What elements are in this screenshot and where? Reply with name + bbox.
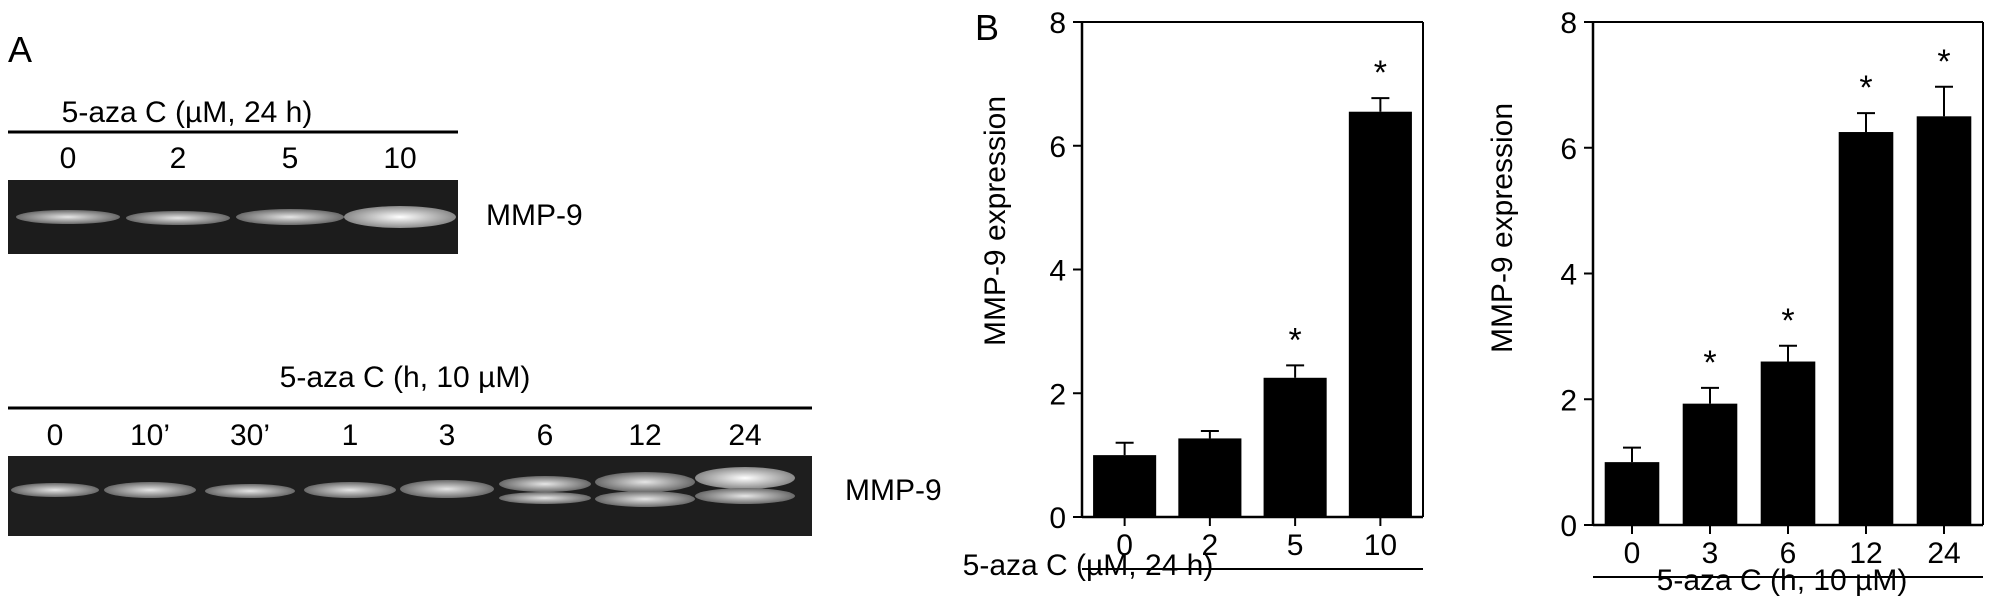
blot-1-band <box>344 206 456 228</box>
chart-2-bar <box>1838 132 1894 525</box>
chart-1-y-tick-label: 0 <box>1049 502 1066 535</box>
panel-b-label: B <box>975 7 999 48</box>
chart-2-significance-marker: * <box>1859 69 1872 107</box>
chart-2-y-tick-label: 2 <box>1560 384 1577 417</box>
chart-2-y-tick-label: 6 <box>1560 133 1577 166</box>
blot-2-lane-label: 3 <box>439 419 456 452</box>
chart-1-y-axis-label: MMP-9 expression <box>979 96 1012 346</box>
blot-2-band <box>595 472 695 492</box>
blot-2-band <box>11 483 99 497</box>
blot-2-title: 5-aza C (h, 10 µM) <box>280 361 531 394</box>
chart-1-bar <box>1348 111 1412 517</box>
chart-2-y-tick-label: 4 <box>1560 259 1577 292</box>
chart-1-bar <box>1178 438 1242 517</box>
chart-1: MMP-9 expression 5-aza C (µM, 24 h) 0 2 4 6… <box>963 7 1424 582</box>
blot-2-lane-label: 12 <box>628 419 661 452</box>
blot-2-band <box>104 482 196 498</box>
chart-2-bar <box>1604 462 1660 525</box>
blot-2-band <box>205 484 295 498</box>
chart-2-bar <box>1682 403 1738 525</box>
chart-2-x-tick-label: 3 <box>1702 537 1719 570</box>
blot-2-lane-label: 10’ <box>130 419 170 452</box>
chart-2-bar <box>1916 116 1972 525</box>
chart-2-significance-marker: * <box>1937 43 1950 81</box>
chart-2-x-tick-label: 24 <box>1927 537 1960 570</box>
blot-1-lane-label: 0 <box>60 142 77 175</box>
chart-2-bar <box>1760 361 1816 525</box>
blot-2-band <box>695 467 795 489</box>
blot-2-band <box>595 491 695 507</box>
blot-2-band <box>499 476 591 492</box>
blot-2-marker-label: MMP-9 <box>845 474 942 507</box>
chart-2-y-tick-label: 8 <box>1560 7 1577 40</box>
panel-a: A 5-aza C (µM, 24 h) 0 2 5 10 MMP-9 5-az… <box>8 29 942 536</box>
chart-2: MMP-9 expression 5-aza C (h, 10 µM) 0246… <box>1486 7 1984 597</box>
blot-1-lane-label: 10 <box>383 142 416 175</box>
chart-1-bar <box>1093 455 1157 517</box>
chart-1-x-axis-label: 5-aza C (µM, 24 h) <box>963 549 1214 582</box>
blot-2-lane-label: 30’ <box>230 419 270 452</box>
blot-2-lane-label: 1 <box>342 419 359 452</box>
blot-1-band <box>16 210 120 224</box>
blot-1-lane-label: 5 <box>282 142 299 175</box>
chart-1-bar <box>1263 377 1327 517</box>
blot-1-marker-label: MMP-9 <box>486 199 583 232</box>
blot-1-band <box>236 209 344 225</box>
chart-2-x-axis-label: 5-aza C (h, 10 µM) <box>1657 564 1908 597</box>
chart-2-x-tick-label: 12 <box>1849 537 1882 570</box>
blot-1-lane-label: 2 <box>170 142 187 175</box>
blot-1-band <box>126 211 230 225</box>
blot-2-lane-label: 0 <box>47 419 64 452</box>
panel-a-label: A <box>8 29 32 70</box>
chart-1-y-tick-label: 8 <box>1049 7 1066 40</box>
chart-1-y-tick-label: 6 <box>1049 131 1066 164</box>
blot-1-title: 5-aza C (µM, 24 h) <box>62 96 313 129</box>
chart-1-x-tick-label: 5 <box>1287 529 1304 562</box>
chart-2-significance-marker: * <box>1703 344 1716 382</box>
chart-2-x-tick-label: 0 <box>1624 537 1641 570</box>
blot-2: 5-aza C (h, 10 µM) 0 10’ 30’ 1 3 6 12 24… <box>8 361 942 536</box>
chart-1-y-tick-label: 4 <box>1049 255 1066 288</box>
chart-1-y-tick-label: 2 <box>1049 378 1066 411</box>
blot-2-band <box>304 482 396 498</box>
blot-2-lane-label: 6 <box>537 419 554 452</box>
blot-2-band <box>400 480 494 498</box>
chart-1-x-tick-label: 0 <box>1116 529 1133 562</box>
chart-1-significance-marker: * <box>1374 54 1387 92</box>
chart-1-x-tick-label: 10 <box>1364 529 1397 562</box>
chart-1-significance-marker: * <box>1289 321 1302 359</box>
chart-1-x-tick-label: 2 <box>1202 529 1219 562</box>
chart-2-x-tick-label: 6 <box>1780 537 1797 570</box>
blot-2-band <box>499 492 591 504</box>
chart-2-y-axis-label: MMP-9 expression <box>1486 103 1519 353</box>
blot-2-band <box>695 488 795 504</box>
blot-1: 5-aza C (µM, 24 h) 0 2 5 10 MMP-9 <box>8 96 583 254</box>
chart-2-significance-marker: * <box>1781 302 1794 340</box>
chart-2-y-tick-label: 0 <box>1560 510 1577 543</box>
blot-2-lane-label: 24 <box>728 419 761 452</box>
